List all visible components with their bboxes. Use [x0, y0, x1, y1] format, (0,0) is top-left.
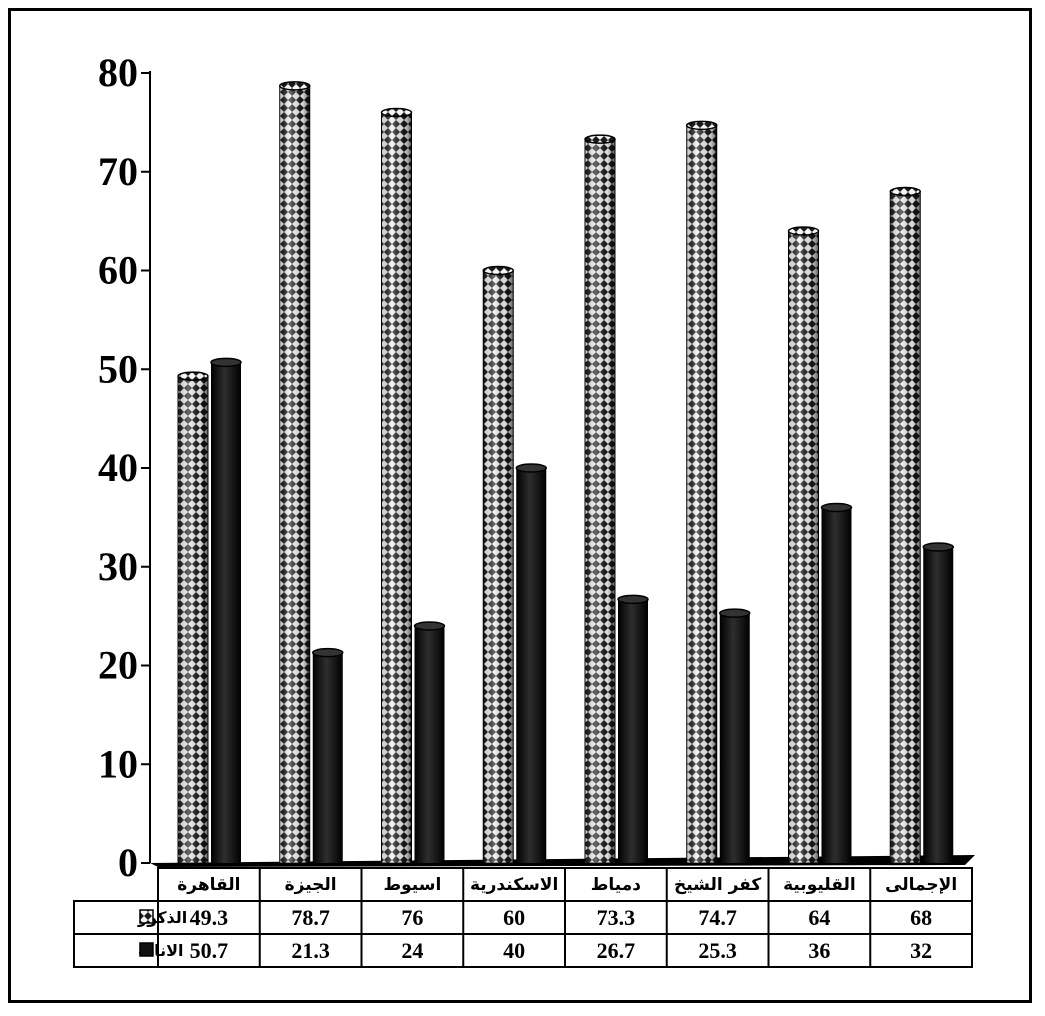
bar-female-body [618, 599, 648, 863]
male-value-label: 73.3 [597, 905, 636, 930]
female-value-label: 26.7 [597, 938, 636, 963]
bar-female-body [821, 507, 852, 863]
bar-female-body [211, 362, 241, 863]
x-category-label: القاهرة [177, 875, 240, 895]
bar-male-cap [584, 134, 616, 144]
y-tick-label: 80 [98, 50, 138, 95]
chart-floor [150, 855, 975, 867]
y-tick-label: 20 [98, 643, 138, 688]
x-category-label: الاسكندرية [470, 875, 558, 895]
y-tick-label: 10 [98, 741, 138, 786]
male-value-label: 78.7 [291, 905, 330, 930]
bar-female-cap [820, 502, 853, 513]
bar-male-shade [279, 85, 310, 863]
bar-female-cap [413, 621, 446, 631]
x-category-label: اسيوط [383, 875, 441, 895]
bar-male-cap [177, 371, 209, 381]
bar-female [210, 357, 242, 863]
bar-female [922, 542, 954, 863]
bar-female [413, 621, 446, 863]
bar-female-body [414, 626, 445, 863]
x-category-label: الجيزة [285, 875, 337, 895]
bar-male-shade [178, 376, 208, 863]
female-value-label: 32 [910, 938, 932, 963]
bar-female [617, 594, 649, 863]
bar-male [380, 107, 413, 864]
bar-female-cap [922, 542, 954, 552]
bar-male-cap [482, 265, 514, 276]
x-category-label: الإجمالى [885, 875, 957, 895]
bar-male [482, 265, 514, 864]
male-value-label: 64 [808, 905, 830, 930]
bar-male [584, 134, 616, 864]
bar-male [686, 120, 718, 864]
bar-male-shade [585, 139, 615, 864]
bar-female-cap [617, 594, 649, 605]
bar-female-body [312, 652, 343, 863]
bar-male [177, 371, 209, 864]
y-tick-label: 30 [98, 544, 138, 589]
male-value-label: 76 [401, 905, 423, 930]
floor-plate [150, 855, 975, 867]
bar-male-cap [380, 107, 413, 118]
y-tick-label: 50 [98, 346, 138, 391]
legend-male-swatch [139, 909, 154, 924]
bar-female-cap [515, 463, 547, 473]
bar-female [820, 502, 853, 863]
female-value-label: 24 [401, 938, 423, 963]
male-value-label: 49.3 [190, 905, 229, 930]
x-category-label: كفر الشيخ [674, 875, 761, 895]
x-category-label: القليوبية [783, 875, 856, 895]
bar-female-cap [210, 357, 242, 368]
bar-female-cap [719, 608, 751, 618]
y-tick-label: 60 [98, 248, 138, 293]
female-value-label: 21.3 [291, 938, 330, 963]
legend-female-swatch [139, 942, 154, 957]
bar-female [719, 608, 751, 863]
bar-female-cap [312, 647, 344, 658]
bar-male-shade [686, 125, 717, 863]
bar-female-body [516, 468, 547, 863]
data-table: القاهرة 49.3 50.7 الجيزة 78.7 21.3 اسيوط 76 24 ال… [73, 867, 973, 968]
bar-female-body [923, 547, 954, 863]
female-value-label: 40 [503, 938, 525, 963]
x-category-label: دمياط [591, 875, 642, 895]
bar-male-shade [788, 231, 819, 863]
female-value-label: 36 [808, 938, 830, 963]
bar-male-cap [787, 226, 820, 236]
bar-female [312, 647, 344, 863]
bar-male-cap [279, 81, 311, 91]
bar-male-shade [483, 270, 514, 863]
bar-female [515, 463, 547, 863]
bar-male-shade [890, 191, 921, 863]
y-tick-label: 0 [118, 840, 138, 885]
bar-male-cap [686, 120, 718, 131]
bar-female-body [719, 613, 750, 863]
female-value-label: 25.3 [698, 938, 737, 963]
male-value-label: 60 [503, 905, 525, 930]
y-tick-label: 70 [98, 149, 138, 194]
bar-male [787, 226, 820, 864]
y-axis: 0 10 20 30 40 50 60 70 80 [98, 50, 151, 885]
male-value-label: 68 [910, 905, 932, 930]
y-tick-label: 40 [98, 445, 138, 490]
male-value-label: 74.7 [698, 905, 737, 930]
bar-male-cap [889, 186, 921, 197]
bar-male [889, 186, 921, 864]
bar-male [279, 81, 311, 864]
female-value-label: 50.7 [190, 938, 229, 963]
bars-group [177, 81, 954, 864]
bar-male-shade [381, 112, 412, 863]
